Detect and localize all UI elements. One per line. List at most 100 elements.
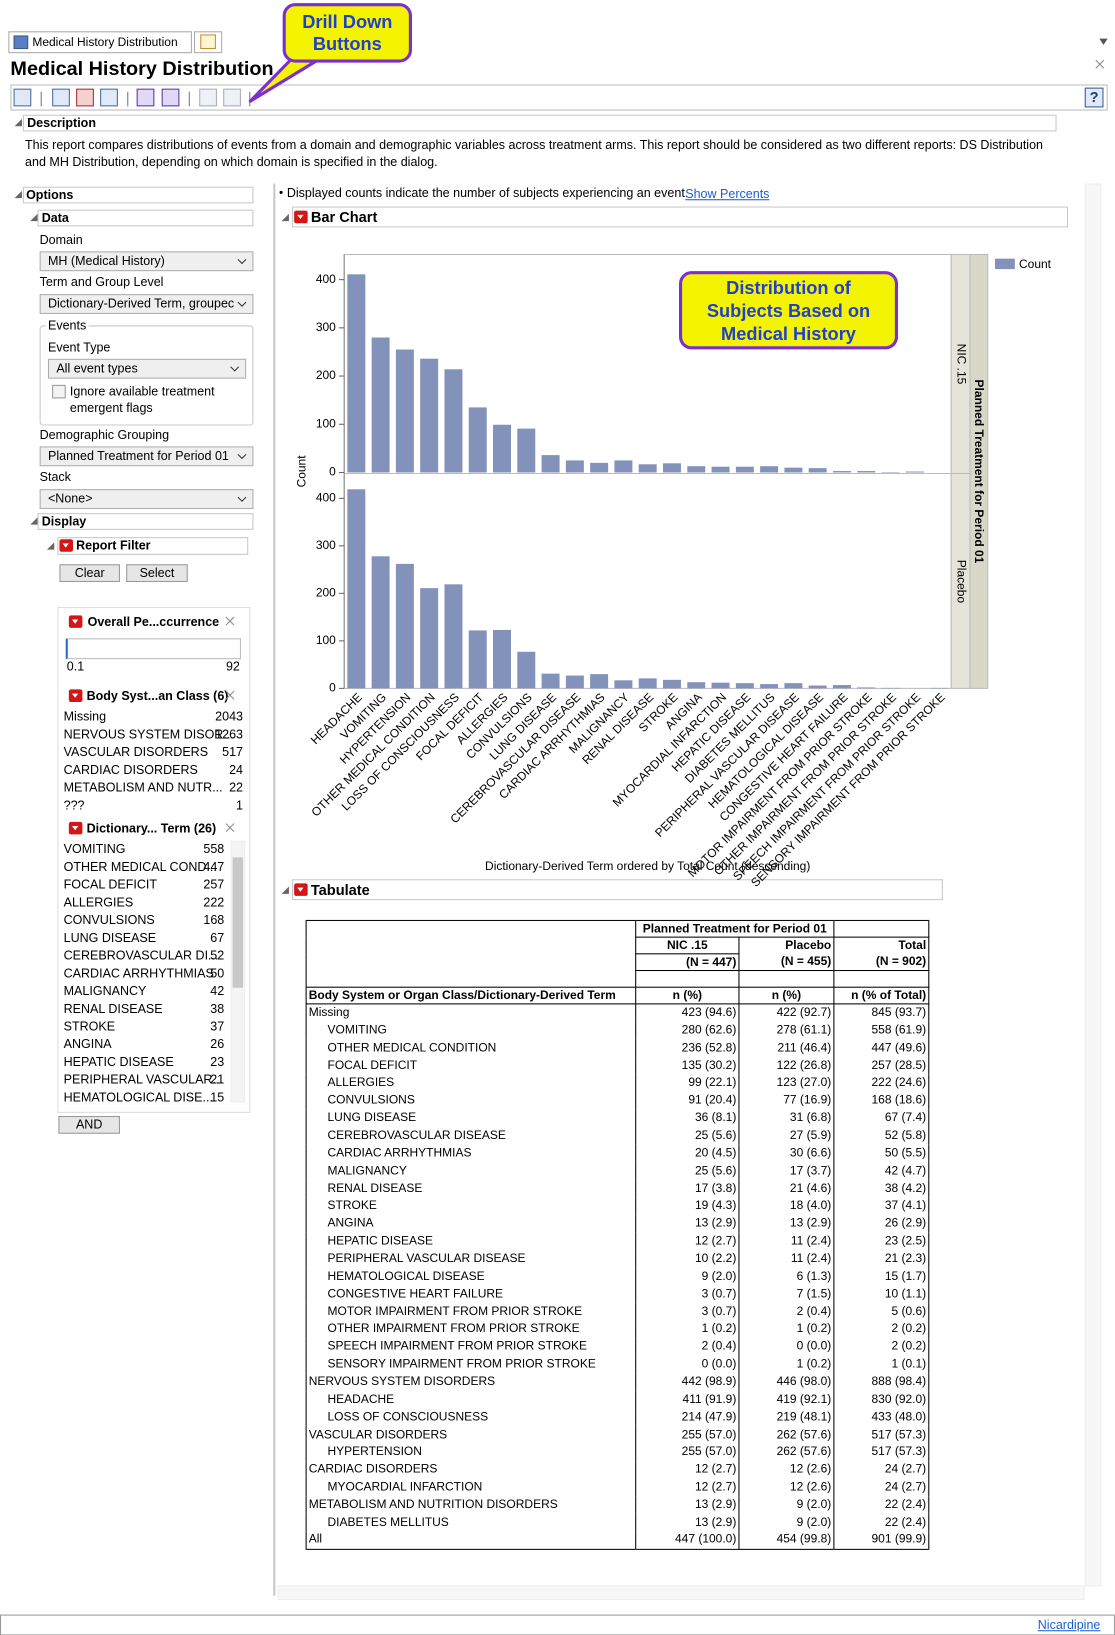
bar (493, 629, 512, 689)
y-tick-label: 300 (316, 538, 336, 552)
stat-header: n (% of Total) (833, 987, 930, 1005)
tabulate-table: Planned Treatment for Period 01 NIC .15 P… (305, 919, 930, 1550)
n-header: (N = 902) (833, 953, 930, 972)
filter-item-label[interactable]: VOMITING (63, 841, 126, 857)
filter-item-label[interactable]: OTHER MEDICAL COND... (63, 859, 217, 875)
red-triangle-menu[interactable] (68, 615, 83, 628)
filter-item-label[interactable]: RENAL DISEASE (63, 1001, 163, 1016)
section-title: Report Filter (76, 538, 151, 553)
splitter[interactable] (273, 183, 276, 1596)
filter-item-label[interactable]: HEMATOLOGICAL DISE... (63, 1089, 213, 1105)
filter-item-label[interactable]: Missing (63, 709, 107, 724)
disclosure[interactable] (281, 213, 289, 222)
tab[interactable] (193, 31, 223, 54)
filter-item-label[interactable]: CEREBROVASCULAR DI... (63, 948, 219, 963)
checkbox[interactable] (52, 384, 66, 399)
red-triangle-menu[interactable] (294, 210, 308, 224)
filter-item-label[interactable]: CARDIAC ARRHYTHMIAS (63, 965, 214, 981)
cell-value: 36 (8.1) (635, 1109, 740, 1127)
filter-item-label[interactable]: LUNG DISEASE (63, 930, 157, 945)
filter-item-label[interactable]: METABOLISM AND NUTR... (63, 780, 223, 795)
disclosure[interactable] (46, 542, 55, 550)
filter-item-label[interactable]: STROKE (63, 1019, 116, 1034)
tool-icon[interactable] (223, 88, 241, 107)
filter-item-label[interactable]: ANGINA (63, 1036, 112, 1052)
filter-item-label[interactable]: CONVULSIONS (63, 912, 155, 928)
tool-icon[interactable] (100, 88, 118, 107)
filter-item-label[interactable]: VASCULAR DISORDERS (63, 744, 209, 760)
checkbox-label[interactable]: Ignore available treatment emergent flag… (69, 383, 215, 416)
facet-label: NIC .15 (954, 344, 968, 385)
cell-value: 433 (48.0) (833, 1408, 930, 1426)
filter-item-label[interactable]: ??? (63, 797, 85, 813)
tab-menu[interactable] (1099, 38, 1108, 45)
row-label: MYOCARDIAL INFARCTION (305, 1478, 637, 1497)
n-header: (N = 447) (635, 953, 740, 972)
filter-item-label[interactable]: FOCAL DEFICIT (63, 877, 158, 892)
table-row: ALLERGIES 99 (22.1) 123 (27.0) 222 (24.6) (305, 1074, 930, 1092)
tool-icon[interactable] (161, 88, 180, 107)
cell-value: 91 (20.4) (635, 1091, 740, 1110)
bar (905, 471, 924, 473)
dropdown[interactable]: All event types (47, 358, 247, 379)
disclosure[interactable] (281, 886, 289, 894)
tool-icon[interactable] (199, 88, 217, 107)
bar (590, 462, 609, 473)
spacer-row (306, 970, 930, 988)
row-label: VASCULAR DISORDERS (305, 1425, 637, 1444)
help-button[interactable]: ? (1084, 87, 1104, 108)
row-label: HEADACHE (305, 1390, 637, 1409)
dropdown[interactable]: <None> (39, 489, 254, 509)
disclosure[interactable] (30, 517, 38, 525)
filter-item-label[interactable]: NERVOUS SYSTEM DISOR... (63, 726, 234, 742)
dropdown[interactable]: Planned Treatment for Period 01 (39, 446, 254, 467)
bar (347, 274, 366, 473)
dropdown[interactable]: Dictionary-Derived Term, groupec (39, 294, 254, 314)
cell-value: 423 (94.6) (635, 1003, 740, 1022)
tab[interactable] (8, 31, 192, 54)
bar (638, 464, 657, 473)
red-triangle-menu[interactable] (68, 821, 83, 835)
disclosure[interactable] (30, 213, 38, 222)
cell-value: 20 (4.5) (635, 1144, 740, 1163)
toolbar (10, 84, 1108, 111)
range-slider[interactable] (65, 638, 241, 660)
tool-icon[interactable] (52, 88, 70, 107)
field-label: Demographic Grouping (39, 427, 170, 443)
select-button[interactable]: Select (126, 564, 188, 582)
scrollbar[interactable] (277, 1585, 1085, 1600)
red-triangle-menu[interactable] (294, 883, 308, 896)
cell-value: 5 (0.6) (833, 1302, 930, 1321)
tab-label[interactable]: Medical History Distribution (32, 36, 178, 50)
red-triangle-menu[interactable] (59, 539, 74, 552)
filter-item-label[interactable]: CARDIAC DISORDERS (63, 762, 198, 778)
table-row: All 447 (100.0) 454 (99.8) 901 (99.9) (305, 1531, 930, 1550)
red-triangle-menu[interactable] (68, 689, 83, 702)
filter-item-label[interactable]: PERIPHERAL VASCULAR... (63, 1072, 223, 1087)
tool-icon[interactable] (76, 88, 94, 107)
filter-item-label[interactable]: ALLERGIES (63, 894, 134, 910)
filter-item-label[interactable]: MALIGNANCY (63, 983, 147, 999)
cell-value: 12 (2.7) (635, 1478, 740, 1497)
table-row: METABOLISM AND NUTRITION DISORDERS 13 (2.… (305, 1496, 930, 1514)
bar (395, 563, 414, 689)
cell-value: 21 (4.6) (738, 1179, 835, 1198)
dropdown[interactable]: MH (Medical History) (39, 251, 254, 272)
disclosure[interactable] (14, 118, 22, 127)
clear-button[interactable]: Clear (59, 564, 120, 582)
scrollbar[interactable] (1084, 183, 1102, 1587)
filter-item-label[interactable]: HEPATIC DISEASE (63, 1054, 174, 1070)
tool-icon[interactable] (13, 88, 32, 107)
cell-value: 0 (0.0) (738, 1337, 835, 1356)
separator (127, 91, 129, 107)
section-title: Description (27, 115, 96, 131)
tool-icon[interactable] (136, 88, 155, 107)
footer-link[interactable]: Nicardipine (1037, 1617, 1101, 1633)
show-percents-link[interactable]: Show Percents (685, 186, 770, 202)
and-button[interactable]: AND (58, 1116, 120, 1134)
table-row: DIABETES MELLITUS 13 (2.9) 9 (2.0) 22 (2.4) (305, 1513, 930, 1532)
disclosure[interactable] (14, 190, 22, 199)
scroll-thumb[interactable] (232, 857, 244, 988)
y-tick-label: 100 (316, 416, 336, 430)
table-row: HYPERTENSION 255 (57.0) 262 (57.6) 517 (57.… (305, 1443, 930, 1462)
